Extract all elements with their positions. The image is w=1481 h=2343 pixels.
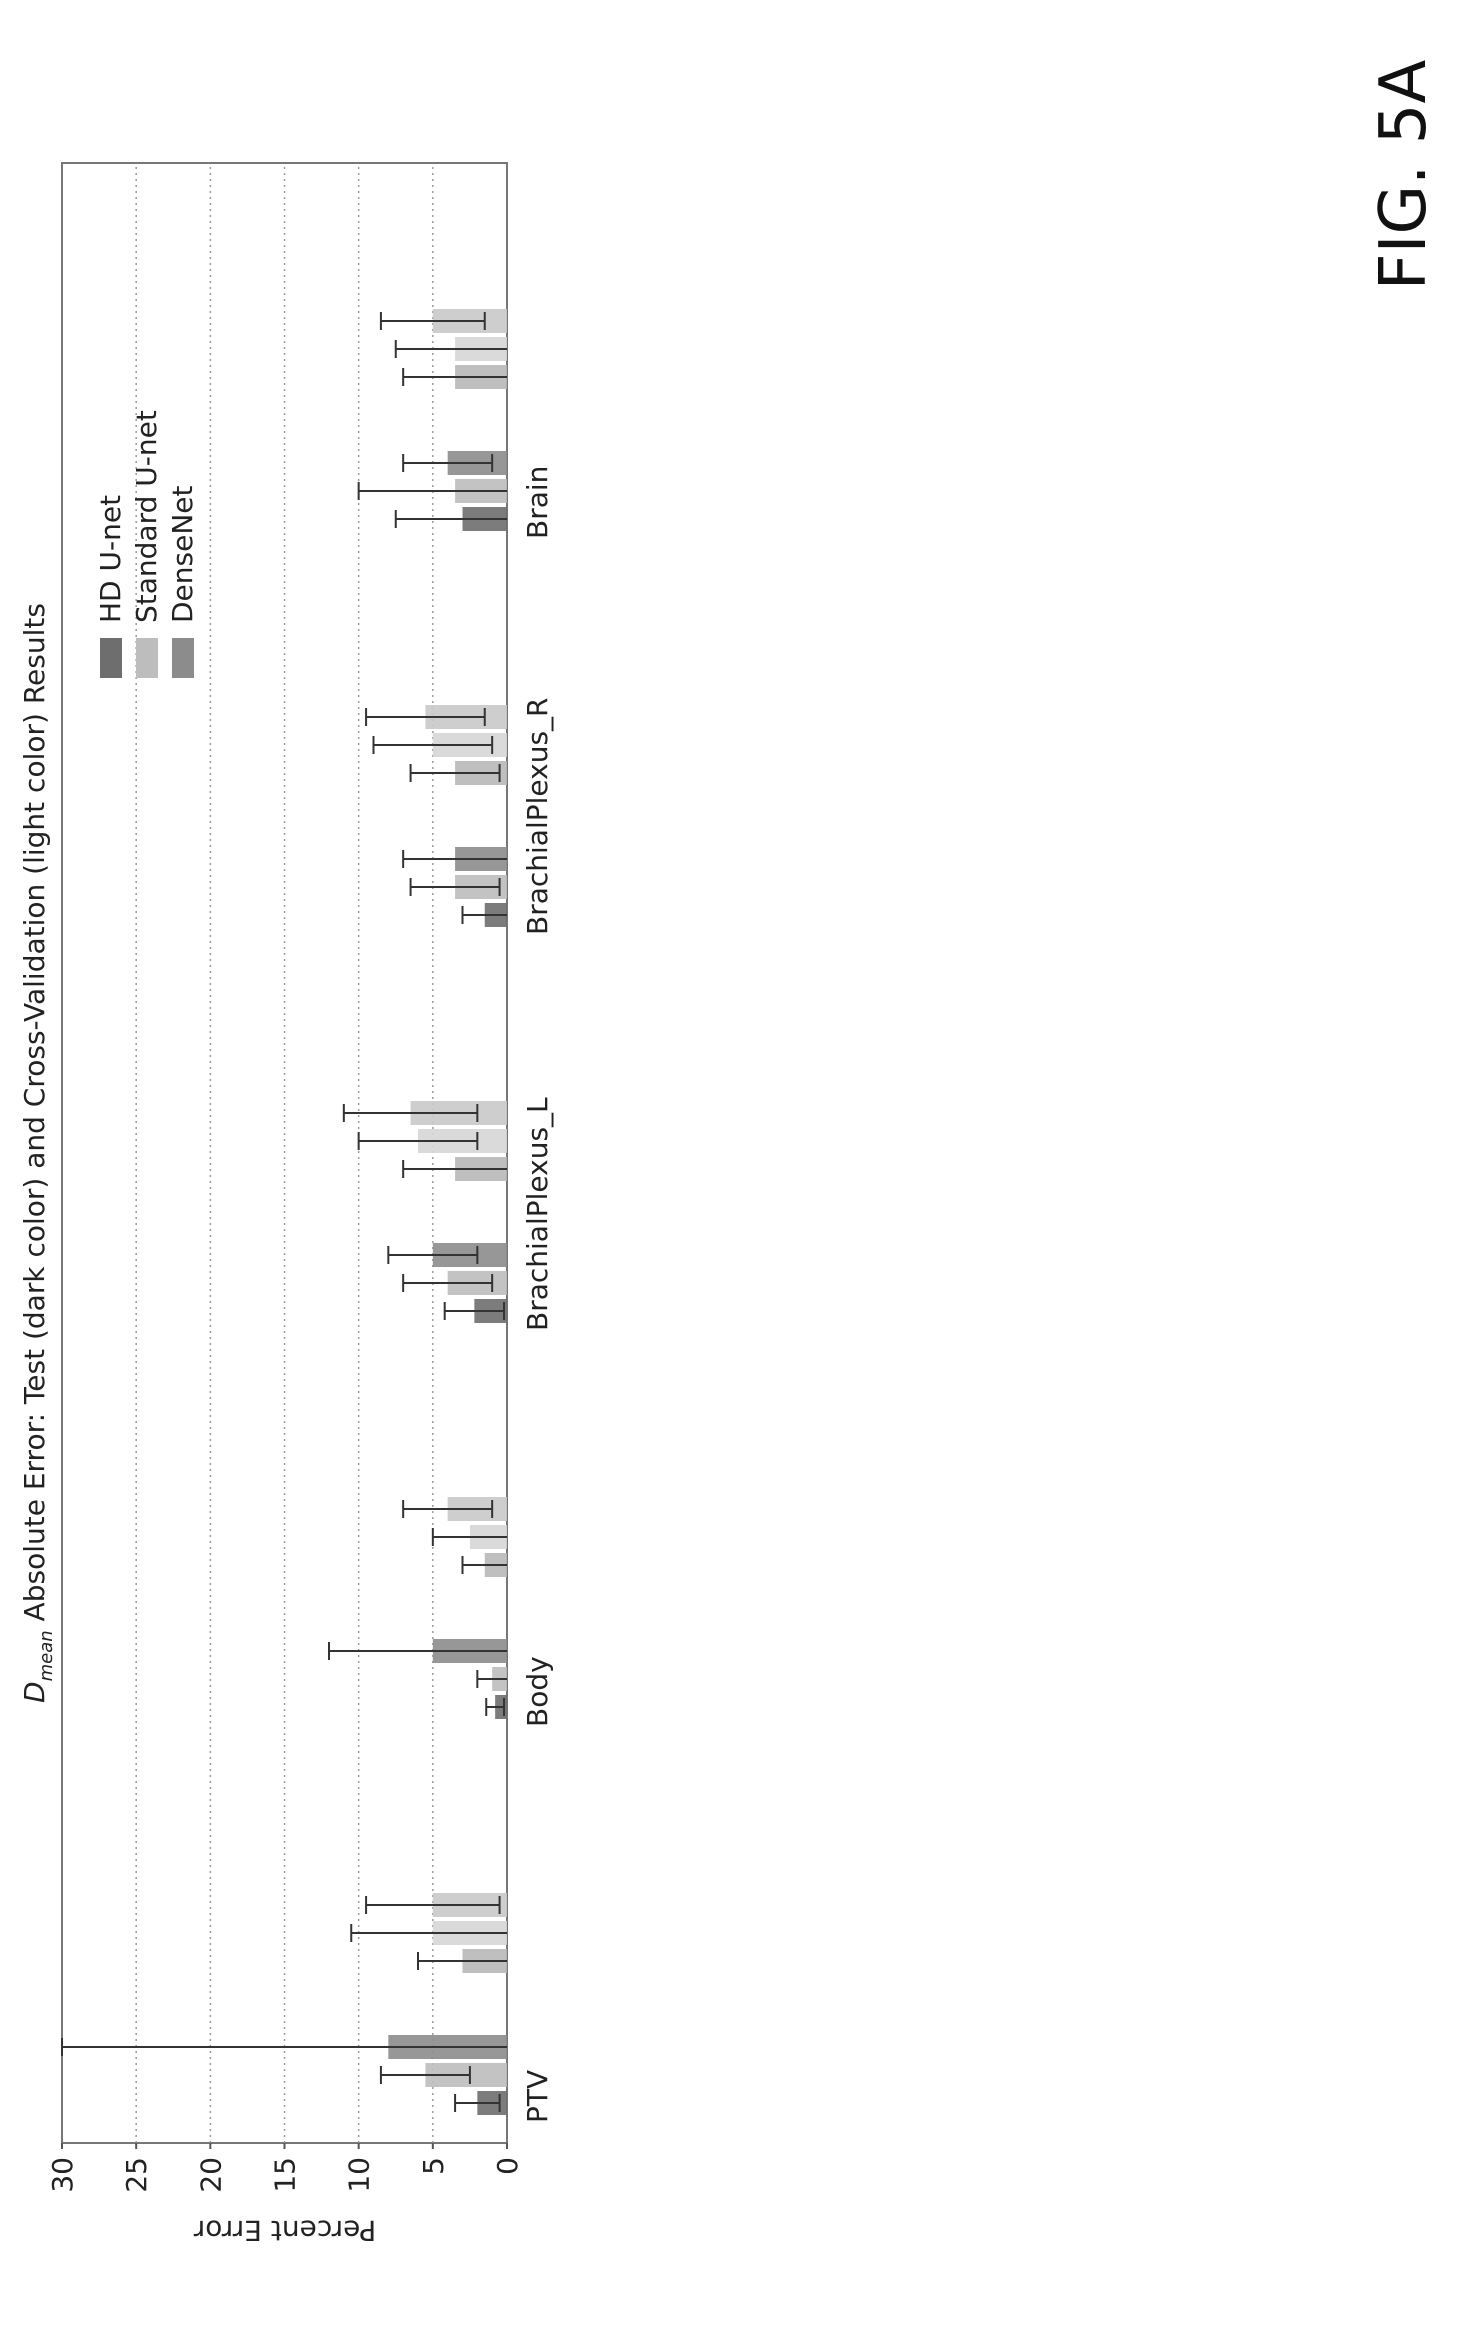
y-ticks: 0 5 10 15 20 25 30 — [46, 2143, 524, 2193]
figure-label: FIG. 5A — [1367, 60, 1441, 291]
x-tick-label: Body — [521, 1656, 554, 1727]
error-bars — [61, 312, 507, 2112]
title-symbol: D — [18, 1681, 51, 1703]
title-rest: Absolute Error: Test (dark color) and Cr… — [18, 603, 51, 1630]
y-tick-label: 15 — [269, 2157, 302, 2193]
x-tick-label: Brain — [521, 466, 554, 539]
y-tick-label: 25 — [120, 2157, 153, 2193]
chart: 0 5 10 15 20 25 30 PTV Body BrachialPlexus_L Brac… — [18, 162, 554, 2247]
legend: HD U-net Standard U-net DenseNet — [94, 410, 199, 678]
legend-swatch — [172, 638, 194, 678]
y-tick-label: 5 — [417, 2157, 450, 2175]
bars — [388, 309, 508, 2115]
legend-label: DenseNet — [166, 485, 199, 623]
x-tick-label: PTV — [521, 2070, 554, 2123]
y-tick-label: 30 — [46, 2157, 79, 2193]
grid-lines — [135, 163, 434, 2143]
y-tick-label: 10 — [343, 2157, 376, 2193]
legend-swatch — [100, 638, 122, 678]
x-tick-label: BrachialPlexus_L — [521, 1097, 554, 1331]
chart-title: Dmean Absolute Error: Test (dark color) … — [18, 603, 57, 1703]
x-tick-label: BrachialPlexus_R — [521, 698, 554, 936]
y-tick-label: 0 — [491, 2157, 524, 2175]
title-subscript: mean — [36, 1630, 57, 1681]
legend-label: HD U-net — [94, 495, 127, 623]
y-axis-label: Percent Error — [193, 2214, 376, 2247]
x-tick-labels: PTV Body BrachialPlexus_L BrachialPlexus_R B… — [521, 466, 554, 2123]
y-tick-label: 20 — [194, 2157, 227, 2193]
legend-swatch — [136, 638, 158, 678]
legend-label: Standard U-net — [130, 410, 163, 623]
